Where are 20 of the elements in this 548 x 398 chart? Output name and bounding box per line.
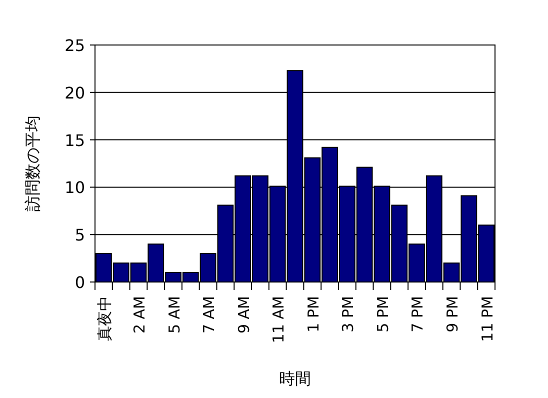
x-tick-label: 9 PM (444, 296, 462, 332)
y-tick-label: 15 (64, 130, 85, 150)
x-tick-label: 11 AM (270, 296, 288, 344)
y-tick-label: 0 (74, 273, 85, 292)
y-axis-title: 訪問数の平均 (23, 116, 42, 212)
x-tick-label: 5 AM (165, 296, 184, 334)
x-tick-label: 11 PM (478, 296, 496, 342)
y-tick-label: 10 (64, 178, 85, 198)
x-tick-label: 2 AM (130, 296, 148, 334)
x-tick-label: 3 PM (339, 296, 358, 332)
y-tick-label: 20 (64, 83, 85, 102)
x-tick-label: 真夜中 (96, 296, 114, 341)
y-tick-label: 5 (74, 226, 85, 245)
x-tick-label: 7 AM (200, 296, 218, 334)
x-axis-title: 時間 (279, 369, 311, 388)
x-tick-label: 1 PM (304, 296, 322, 332)
x-tick-label: 5 PM (374, 296, 392, 332)
x-tick-label: 7 PM (408, 296, 427, 332)
x-tick-label: 9 AM (234, 296, 253, 334)
y-tick-label: 25 (64, 36, 85, 55)
